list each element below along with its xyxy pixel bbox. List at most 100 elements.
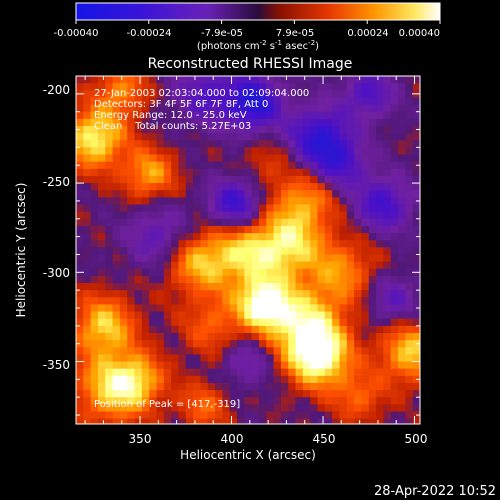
heatmap-cell <box>112 111 121 120</box>
heatmap-cell <box>398 83 406 91</box>
heatmap-cell <box>119 111 128 120</box>
heatmap-cell <box>383 154 392 163</box>
heatmap-cell <box>112 268 121 277</box>
heatmap-cell <box>127 218 136 227</box>
heatmap-cell <box>229 247 238 256</box>
heatmap-cell <box>339 304 348 313</box>
heatmap-cell <box>200 347 209 355</box>
heatmap-cell <box>332 361 341 370</box>
heatmap-cell <box>324 83 333 91</box>
heatmap-cell <box>185 233 194 241</box>
heatmap-cell <box>376 161 385 170</box>
heatmap-cell <box>134 375 143 384</box>
heatmap-cell <box>127 340 136 348</box>
heatmap-cell <box>266 411 275 420</box>
heatmap-cell <box>185 240 194 248</box>
heatmap-cell <box>273 290 282 298</box>
heatmap-cell <box>368 311 377 320</box>
heatmap-cell <box>302 154 311 163</box>
heatmap-cell <box>398 397 406 405</box>
heatmap-cell <box>266 83 275 91</box>
heatmap-cell <box>273 368 282 377</box>
heatmap-cell <box>237 125 245 134</box>
heatmap-cell <box>288 297 297 306</box>
heatmap-cell <box>412 368 420 377</box>
heatmap-cell <box>112 175 121 184</box>
heatmap-cell <box>200 154 209 163</box>
heatmap-cell <box>163 118 172 127</box>
heatmap-cell <box>112 154 121 163</box>
heatmap-cell <box>295 318 304 327</box>
heatmap-cell <box>90 361 99 370</box>
heatmap-cell <box>76 382 84 391</box>
heatmap-cell <box>288 268 297 277</box>
heatmap-cell <box>178 233 187 241</box>
heatmap-cell <box>383 304 392 313</box>
heatmap-cell <box>83 311 92 320</box>
heatmap-cell <box>229 175 238 184</box>
heatmap-cell <box>354 118 363 127</box>
heatmap-cell <box>149 133 158 141</box>
heatmap-cell <box>390 197 399 206</box>
heatmap-cell <box>405 90 414 99</box>
heatmap-cell <box>119 190 128 198</box>
heatmap-cell <box>163 111 172 120</box>
heatmap-cell <box>97 154 106 163</box>
heatmap-cell <box>200 97 209 106</box>
heatmap-cell <box>280 347 289 355</box>
heatmap-cell <box>163 133 172 141</box>
heatmap-cell <box>141 318 150 327</box>
heatmap-cell <box>83 175 92 184</box>
heatmap-cell <box>361 304 370 313</box>
heatmap-cell <box>237 240 245 248</box>
heatmap-cell <box>324 418 333 424</box>
heatmap-cell <box>207 161 216 170</box>
heatmap-cell <box>90 332 99 341</box>
colorbar-tick-label: -0.00024 <box>127 28 172 39</box>
heatmap-cell <box>200 275 209 284</box>
heatmap-cell <box>90 354 99 363</box>
heatmap-cell <box>361 233 370 241</box>
heatmap-cell <box>105 197 114 206</box>
heatmap-cell <box>222 240 231 248</box>
heatmap-cell <box>332 411 341 420</box>
heatmap-cell <box>127 90 136 99</box>
heatmap-cell <box>76 290 84 298</box>
heatmap-cell <box>171 225 180 234</box>
heatmap-cell <box>119 104 128 113</box>
heatmap-cell <box>200 283 209 291</box>
heatmap-cell <box>215 133 223 141</box>
heatmap-cell <box>244 83 253 91</box>
heatmap-cell <box>332 111 341 120</box>
heatmap-cell <box>354 361 363 370</box>
heatmap-cell <box>266 218 275 227</box>
heatmap-cell <box>324 354 333 363</box>
heatmap-cell <box>97 325 106 334</box>
heatmap-cell <box>273 147 282 156</box>
heatmap-cell <box>273 340 282 348</box>
heatmap-cell <box>163 211 172 220</box>
heatmap-cell <box>105 133 114 141</box>
heatmap-cell <box>273 104 282 113</box>
heatmap-cell <box>346 318 355 327</box>
heatmap-cell <box>280 197 289 206</box>
heatmap-cell <box>185 118 194 127</box>
heatmap-cell <box>412 190 420 198</box>
heatmap-cell <box>302 118 311 127</box>
heatmap-cell <box>383 404 392 413</box>
heatmap-cell <box>156 340 165 348</box>
heatmap-cell <box>222 261 231 270</box>
heatmap-cell <box>244 368 253 377</box>
heatmap-cell <box>119 332 128 341</box>
heatmap-cell <box>141 332 150 341</box>
heatmap-cell <box>339 118 348 127</box>
heatmap-cell <box>97 404 106 413</box>
heatmap-cell <box>171 332 180 341</box>
heatmap-cell <box>207 247 216 256</box>
heatmap-cell <box>288 211 297 220</box>
heatmap-cell <box>171 147 180 156</box>
heatmap-cell <box>339 318 348 327</box>
heatmap-cell <box>258 354 267 363</box>
heatmap-cell <box>193 311 202 320</box>
heatmap-cell <box>156 318 165 327</box>
